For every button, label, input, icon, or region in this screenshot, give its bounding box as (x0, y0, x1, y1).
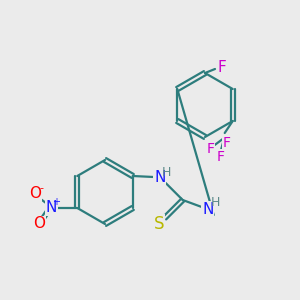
Text: +: + (52, 197, 60, 207)
Text: O: O (33, 217, 45, 232)
Text: H: H (162, 166, 171, 178)
Text: F: F (223, 136, 231, 150)
Text: N: N (46, 200, 57, 215)
Text: O: O (29, 187, 41, 202)
Text: N: N (202, 202, 213, 217)
Text: H: H (211, 196, 220, 208)
Text: S: S (154, 215, 164, 233)
Text: N: N (154, 170, 165, 185)
Text: F: F (207, 142, 215, 156)
Text: F: F (218, 61, 226, 76)
Text: F: F (217, 150, 225, 164)
Text: -: - (39, 183, 43, 193)
